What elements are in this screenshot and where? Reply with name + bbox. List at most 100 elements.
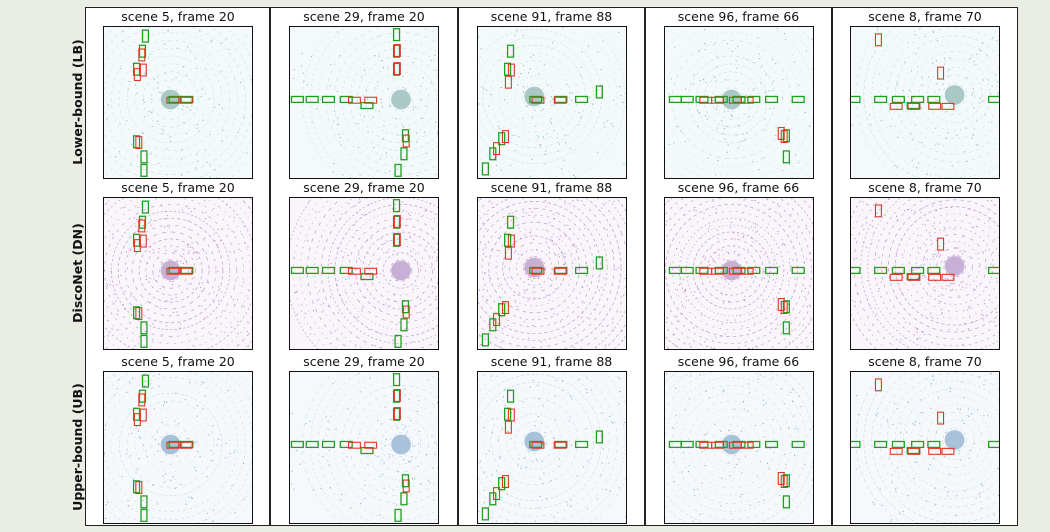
lidar-point <box>301 52 303 54</box>
prediction-box <box>710 96 724 104</box>
scan-ring <box>150 424 191 465</box>
lidar-point <box>514 216 516 218</box>
lidar-point <box>535 249 537 251</box>
lidar-point <box>700 237 702 239</box>
lidar-point <box>537 506 539 509</box>
lidar-point <box>793 278 796 280</box>
ground-truth-box <box>746 266 760 275</box>
lidar-point <box>954 246 956 249</box>
lidar-point <box>569 499 572 501</box>
lidar-point <box>124 206 126 208</box>
lidar-point <box>711 258 713 260</box>
lidar-point <box>196 415 198 417</box>
lidar-point <box>387 88 389 90</box>
lidar-point <box>963 396 965 399</box>
lidar-point <box>166 300 168 302</box>
lidar-point <box>881 504 884 506</box>
lidar-point <box>804 111 806 114</box>
lidar-point <box>942 287 944 289</box>
lidar-point <box>532 238 534 240</box>
lidar-point <box>551 98 553 100</box>
lidar-point <box>495 470 497 472</box>
row-label-dn: DiscoNet (DN) <box>70 222 85 323</box>
scan-ring <box>357 55 438 144</box>
prediction-box <box>138 48 146 62</box>
prediction-box <box>501 301 509 315</box>
lidar-point <box>765 227 768 229</box>
scan-ring <box>879 372 999 516</box>
ground-truth-box <box>506 389 514 403</box>
lidar-point <box>971 94 973 96</box>
lidar-point <box>912 423 914 425</box>
lidar-point <box>195 470 197 472</box>
lidar-point <box>393 250 395 252</box>
lidar-point <box>550 117 552 120</box>
panel-title: scene 91, frame 88 <box>490 354 613 369</box>
lidar-point <box>696 125 698 127</box>
lidar-point <box>984 114 986 116</box>
lidar-point <box>928 76 930 78</box>
lidar-point <box>213 233 215 235</box>
lidar-point <box>412 108 414 110</box>
lidar-point <box>293 488 295 490</box>
lidar-point <box>738 458 740 460</box>
lidar-point <box>336 280 339 282</box>
lidar-point <box>212 520 214 522</box>
lidar-point <box>776 230 778 233</box>
lidar-point <box>563 331 566 333</box>
panel-title: scene 29, frame 20 <box>303 354 425 369</box>
scan-ring <box>895 380 999 500</box>
lidar-point <box>623 163 625 165</box>
lidar-point <box>116 284 118 286</box>
lidar-point <box>500 284 502 286</box>
lidar-point <box>363 115 365 117</box>
lidar-point <box>580 316 582 318</box>
lidar-point <box>553 104 555 106</box>
lidar-point <box>388 105 391 107</box>
lidar-point <box>569 147 571 149</box>
lidar-point <box>517 227 519 229</box>
lidar-point <box>139 437 141 439</box>
lidar-point <box>552 437 554 439</box>
lidar-point <box>512 294 515 296</box>
lidar-point <box>527 278 529 281</box>
lidar-point <box>435 260 438 262</box>
column-separator <box>644 8 646 525</box>
lidar-point <box>953 228 955 230</box>
lidar-point <box>676 320 678 322</box>
scan-ring <box>692 231 770 310</box>
ground-truth-box <box>392 389 401 403</box>
ground-truth-box <box>360 272 374 281</box>
lidar-point <box>426 453 428 455</box>
lidar-point <box>728 301 730 303</box>
lidar-point <box>783 33 785 35</box>
lidar-point <box>382 473 384 475</box>
lidar-point <box>536 135 538 137</box>
scan-ring <box>863 372 999 523</box>
lidar-point <box>185 132 187 135</box>
lidar-point <box>367 463 369 466</box>
lidar-point <box>608 490 611 492</box>
lidar-point <box>527 72 529 74</box>
lidar-point <box>181 109 183 111</box>
lidar-point <box>381 59 383 62</box>
lidar-point <box>341 213 343 215</box>
lidar-point <box>519 467 521 469</box>
lidar-point <box>340 144 342 146</box>
scan-ring <box>895 35 999 155</box>
lidar-point <box>136 468 139 470</box>
lidar-point <box>196 404 199 407</box>
lidar-point <box>529 386 531 388</box>
lidar-point <box>908 89 911 91</box>
lidar-point <box>412 288 414 290</box>
scan-ring <box>349 47 438 152</box>
lidar-point <box>914 424 916 426</box>
lidar-point <box>434 54 436 56</box>
lidar-point <box>562 263 564 265</box>
ground-truth-box <box>574 95 588 104</box>
lidar-point <box>708 264 710 266</box>
ground-truth-box <box>553 95 567 104</box>
lidar-point <box>393 300 396 302</box>
lidar-point <box>303 80 305 82</box>
lidar-point <box>715 80 717 82</box>
